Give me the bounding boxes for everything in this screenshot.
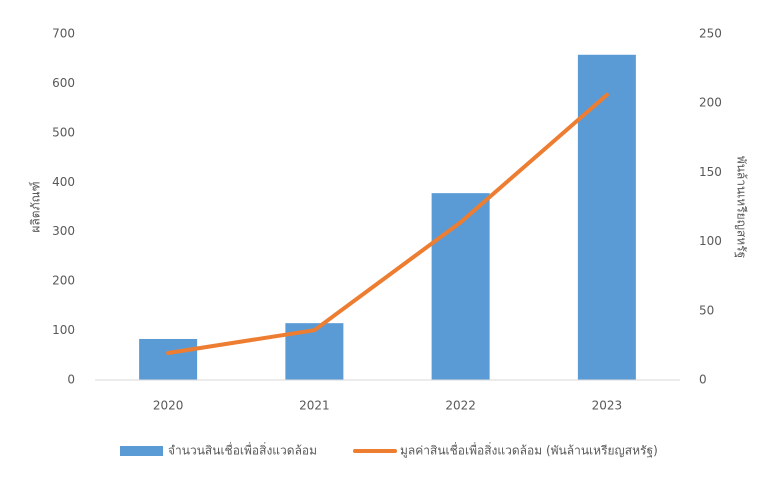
x-tick-label: 2022 — [445, 399, 476, 413]
y2-tick-label: 0 — [699, 373, 707, 387]
y2-axis-label: พันล้านเหรียญสหรัฐ — [735, 156, 749, 258]
bar — [577, 54, 636, 380]
legend-label: มูลค่าสินเชื่อเพื่อสิ่งแวดล้อม (พันล้านเ… — [400, 442, 658, 459]
x-tick-label: 2021 — [299, 399, 330, 413]
y2-tick-label: 250 — [699, 27, 722, 41]
legend-label: จำนวนสินเชื่อเพื่อสิ่งแวดล้อม — [168, 442, 317, 458]
y-tick-label: 0 — [67, 373, 75, 387]
line — [166, 92, 609, 356]
y-tick-label: 300 — [52, 224, 75, 238]
y-axis-label: ผลิตภัณฑ์ — [29, 181, 43, 232]
y2-tick-label: 50 — [699, 303, 714, 317]
x-tick-label: 2020 — [153, 399, 184, 413]
y-tick-label: 100 — [52, 323, 75, 337]
y2-tick-label: 100 — [699, 234, 722, 248]
bar — [139, 338, 198, 380]
y-tick-label: 200 — [52, 274, 75, 288]
legend-swatch — [120, 446, 163, 456]
y-tick-label: 700 — [52, 27, 75, 41]
y-tick-label: 500 — [52, 125, 75, 139]
x-tick-label: 2023 — [592, 399, 623, 413]
y-tick-label: 600 — [52, 76, 75, 90]
y-tick-label: 400 — [52, 175, 75, 189]
y2-tick-label: 150 — [699, 165, 722, 179]
y2-tick-label: 200 — [699, 96, 722, 110]
